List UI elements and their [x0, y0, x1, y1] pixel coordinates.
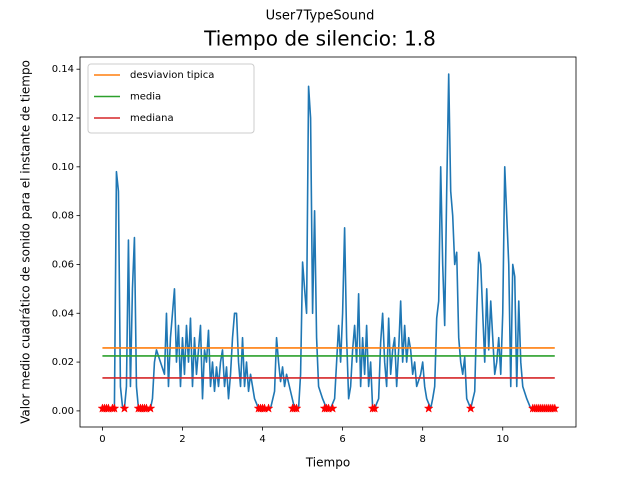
- x-tick-label: 10: [496, 434, 509, 445]
- star-marker: [465, 403, 476, 413]
- x-tick-label: 4: [259, 434, 265, 445]
- plot-frame: [79, 56, 577, 428]
- star-marker: [263, 403, 274, 413]
- y-tick-label: 0.02: [52, 357, 74, 368]
- x-axis-label: Tiempo: [305, 456, 350, 470]
- legend-label: mediana: [130, 113, 174, 124]
- star-marker: [291, 403, 302, 413]
- star-marker: [109, 403, 120, 413]
- y-axis-label: Valor medio cuadrático de sonido para el…: [19, 60, 33, 424]
- x-tick-label: 2: [179, 434, 185, 445]
- legend-label: desviavion tipica: [130, 70, 214, 81]
- y-tick-label: 0.12: [52, 113, 74, 124]
- legend-box: [87, 63, 255, 134]
- chart-title: Tiempo de silencio: 1.8: [203, 27, 436, 51]
- y-tick-label: 0.04: [52, 308, 74, 319]
- y-tick-label: 0.08: [52, 211, 74, 222]
- star-marker: [549, 403, 560, 413]
- legend-label: media: [130, 92, 161, 103]
- x-tick-label: 0: [99, 434, 105, 445]
- series-line: [102, 73, 555, 410]
- x-tick-label: 8: [419, 434, 425, 445]
- star-marker: [423, 403, 434, 413]
- y-tick-label: 0.00: [52, 406, 74, 417]
- suptitle: User7TypeSound: [266, 9, 375, 24]
- y-tick-label: 0.10: [52, 162, 74, 173]
- star-marker: [145, 403, 156, 413]
- x-tick-label: 6: [339, 434, 345, 445]
- star-marker: [119, 403, 130, 413]
- star-marker: [369, 403, 380, 413]
- y-tick-label: 0.14: [52, 64, 74, 75]
- y-tick-label: 0.06: [52, 259, 74, 270]
- star-marker: [327, 403, 338, 413]
